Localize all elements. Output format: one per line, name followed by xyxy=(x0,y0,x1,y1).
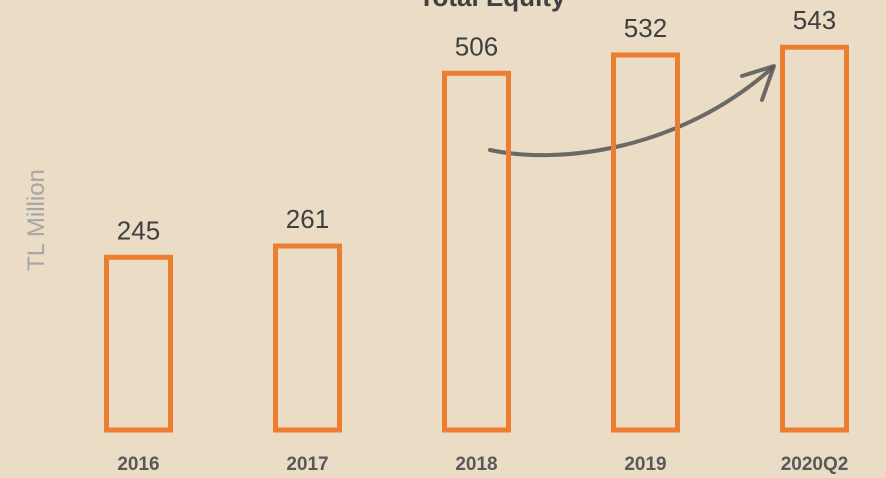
data-label: 245 xyxy=(117,215,160,245)
chart-title: Total Equity xyxy=(419,0,566,12)
data-label: 261 xyxy=(286,204,329,234)
data-label: 506 xyxy=(455,31,498,61)
data-label: 532 xyxy=(624,13,667,43)
bar xyxy=(442,70,511,433)
x-tick-label: 2018 xyxy=(455,454,497,475)
data-label: 543 xyxy=(793,5,836,35)
bar xyxy=(611,52,680,433)
x-tick-label: 2017 xyxy=(286,454,328,475)
bar xyxy=(780,44,849,433)
y-axis-label: TL Million xyxy=(23,169,50,271)
bar xyxy=(273,243,342,433)
x-tick-label: 2019 xyxy=(624,454,666,475)
x-tick-label: 2020Q2 xyxy=(781,454,849,475)
trend-arrow xyxy=(488,64,776,158)
bar xyxy=(104,254,173,433)
x-tick-label: 2016 xyxy=(117,454,159,475)
